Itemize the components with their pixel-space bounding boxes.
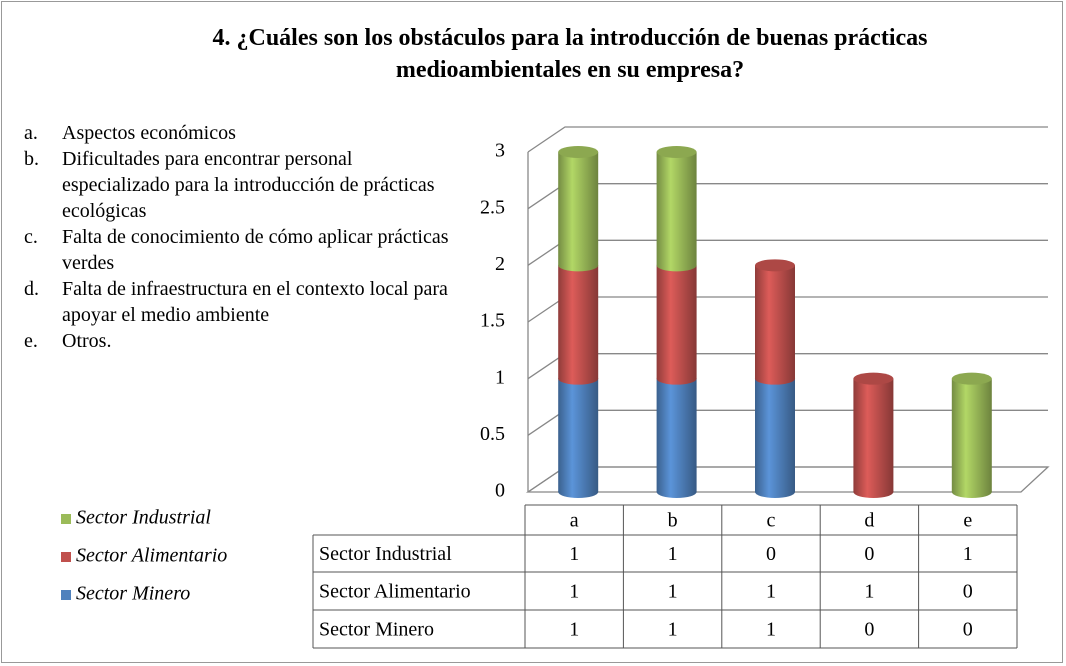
y-tick-label: 1.5	[480, 310, 505, 332]
segment-body	[951, 378, 992, 492]
table-value: 1	[569, 619, 579, 641]
description: Falta de conocimiento de cómo aplicar pr…	[62, 226, 449, 274]
description: Falta de infraestructura en el contexto …	[62, 278, 448, 326]
y-tick-label: 2	[495, 253, 505, 275]
table-value: 1	[668, 581, 678, 603]
description-item: b. Dificultades para encontrar personal e…	[24, 146, 464, 224]
bar-segment	[951, 372, 992, 498]
segment-body	[558, 265, 599, 379]
legend-label: Sector Industrial	[76, 507, 211, 529]
bar-segment	[558, 265, 599, 385]
segment-body	[755, 265, 795, 379]
y-tick-label: 2.5	[480, 196, 505, 218]
y-tick-label: 0	[495, 480, 505, 502]
table-value: 1	[963, 543, 973, 565]
y-tick-label: 3	[495, 140, 505, 162]
segment-bottom	[951, 486, 992, 498]
bar-segment	[656, 378, 697, 498]
segment-bottom	[755, 486, 795, 498]
x-tick-label: a	[570, 510, 579, 532]
segment-body	[656, 265, 697, 379]
segment-top	[656, 146, 697, 158]
description-item: e. Otros.	[24, 328, 464, 354]
marker: d.	[24, 278, 39, 300]
x-tick-label: e	[963, 510, 972, 532]
legend-swatch	[61, 514, 71, 524]
x-tick-label: b	[668, 510, 678, 532]
bar-segment	[853, 372, 894, 498]
table-row-label: Sector Minero	[319, 619, 434, 641]
x-tick-label: d	[864, 510, 874, 532]
segment-bottom	[755, 372, 795, 385]
y-tick-label: 1	[495, 366, 505, 388]
x-tick-label: c	[767, 510, 776, 532]
marker: e.	[24, 330, 38, 352]
description-item: a. Aspectos económicos	[24, 120, 464, 146]
table-value: 1	[668, 619, 678, 641]
table-value: 0	[963, 581, 973, 603]
segment-bottom	[656, 259, 697, 272]
segment-bottom	[656, 486, 697, 498]
bar-segment	[755, 259, 795, 385]
segment-body	[656, 378, 697, 492]
segment-bottom	[853, 486, 894, 498]
description: Dificultades para encontrar personal esp…	[62, 148, 435, 222]
segment-bottom	[656, 372, 697, 385]
marker: c.	[24, 226, 38, 248]
segment-body	[558, 152, 599, 266]
table-value: 1	[864, 581, 874, 603]
segment-top	[951, 372, 992, 385]
segment-body	[853, 378, 894, 492]
table-value: 0	[864, 619, 874, 641]
segment-top	[755, 259, 795, 272]
segment-body	[656, 152, 697, 266]
bar-segment	[656, 146, 697, 272]
table-value: 1	[766, 581, 776, 603]
legend-swatch	[61, 552, 71, 562]
table-value: 1	[569, 581, 579, 603]
table-row-label: Sector Industrial	[319, 543, 452, 565]
description-item: c. Falta de conocimiento de cómo aplicar …	[24, 224, 464, 276]
table-value: 0	[864, 543, 874, 565]
legend-swatch	[61, 590, 71, 600]
bar-segment	[558, 146, 599, 272]
table-value: 1	[668, 543, 678, 565]
description: Otros.	[62, 330, 112, 352]
bar-segment	[558, 378, 599, 498]
segment-top	[558, 146, 599, 158]
segment-top	[853, 372, 894, 385]
segment-bottom	[558, 372, 599, 385]
bar-segment	[755, 378, 795, 498]
table-value: 1	[766, 619, 776, 641]
table-row-label: Sector Alimentario	[319, 581, 471, 603]
marker: b.	[24, 148, 39, 170]
description-item: d. Falta de infraestructura en el context…	[24, 276, 464, 328]
bar-segment	[656, 265, 697, 385]
legend-label: Sector Alimentario	[76, 545, 227, 567]
chart-title: 4. ¿Cuáles son los obstáculos para la in…	[212, 25, 928, 83]
segment-bottom	[558, 259, 599, 272]
category-descriptions: a. Aspectos económicos b. Dificultades para…	[24, 120, 464, 354]
segment-body	[558, 378, 599, 492]
segment-body	[755, 378, 795, 492]
grid-line	[527, 183, 1048, 210]
table-value: 0	[963, 619, 973, 641]
description: Aspectos económicos	[62, 122, 236, 144]
legend-label: Sector Minero	[76, 583, 190, 605]
segment-bottom	[558, 486, 599, 498]
table-value: 1	[569, 543, 579, 565]
marker: a.	[24, 122, 38, 144]
y-tick-label: 0.5	[480, 423, 505, 445]
grid-line	[527, 126, 1048, 153]
table-value: 0	[766, 543, 776, 565]
